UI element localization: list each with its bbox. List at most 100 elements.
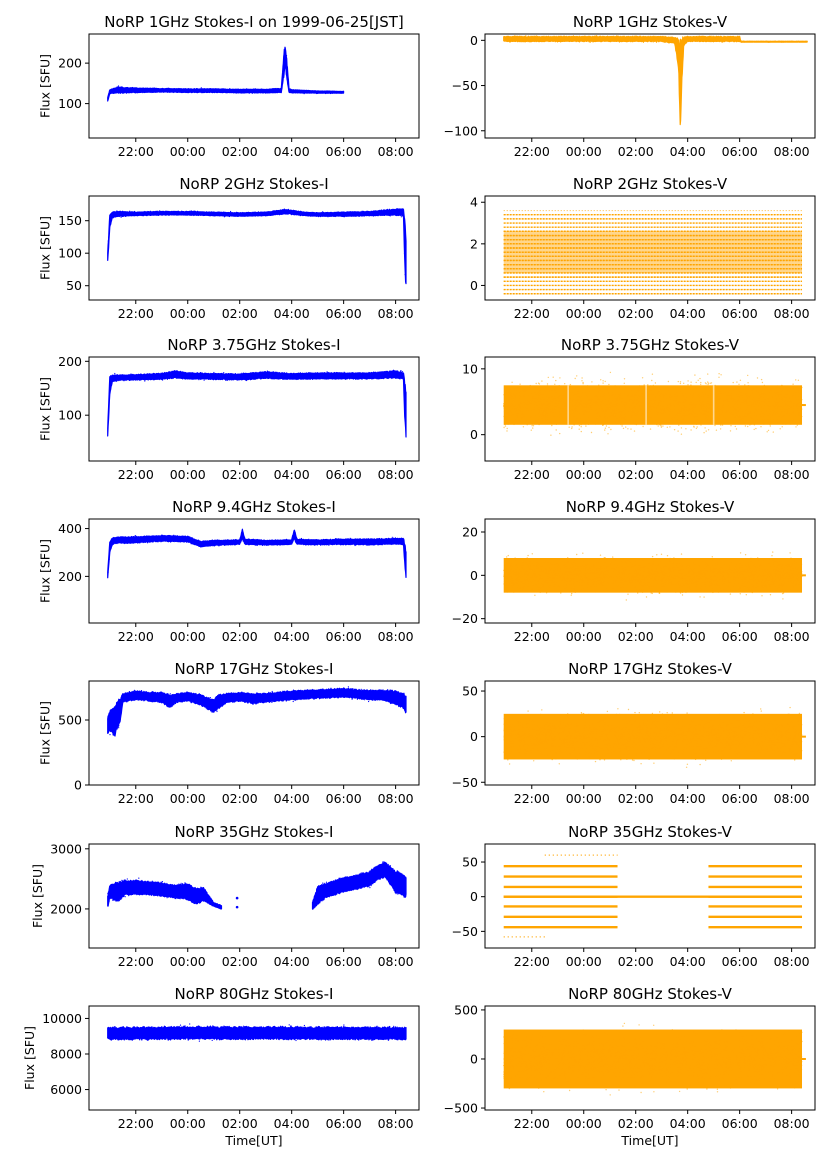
data-point (562, 573, 565, 575)
data-point (613, 415, 616, 417)
data-point (268, 214, 270, 216)
data-point (656, 416, 658, 419)
data-point (618, 414, 620, 416)
data-point (682, 419, 685, 421)
data-point (581, 380, 583, 382)
data-point (576, 562, 578, 564)
data-point (629, 576, 631, 578)
data-point (539, 389, 541, 392)
data-point (585, 564, 587, 567)
data-point (600, 413, 602, 415)
data-point (570, 410, 573, 412)
data-point (607, 564, 609, 567)
data-point (631, 401, 634, 403)
data-point (753, 414, 756, 416)
data-point (548, 406, 550, 409)
data-point (503, 413, 506, 415)
data-point (782, 564, 785, 566)
data-point (248, 92, 250, 94)
data-point (562, 559, 565, 562)
data-point (604, 586, 607, 588)
data-point (632, 388, 634, 390)
data-point (642, 420, 644, 422)
data-point (708, 392, 711, 394)
data-point (628, 406, 631, 408)
data-point (190, 210, 192, 212)
data-point (705, 566, 707, 568)
data-point (348, 540, 350, 542)
data-point (558, 589, 560, 591)
x-tick-label: 02:00 (618, 467, 654, 482)
data-point (658, 423, 661, 425)
data-point (801, 408, 803, 410)
data-point (738, 389, 741, 391)
data-point (715, 410, 717, 412)
data-point (170, 372, 172, 374)
data-point (661, 412, 663, 414)
y-axis-label: Flux [SFU] (38, 377, 53, 441)
data-point (619, 576, 621, 578)
data-point (571, 564, 574, 566)
data-point (726, 408, 728, 411)
data-point (608, 408, 610, 410)
data-point (139, 91, 141, 93)
x-tick-label: 22:00 (514, 467, 550, 482)
data-point (717, 408, 719, 411)
data-point (523, 405, 525, 407)
data-point (656, 554, 658, 556)
data-point (260, 372, 262, 374)
data-point (635, 36, 637, 38)
data-point (577, 401, 579, 403)
data-point (739, 395, 741, 398)
data-point (722, 404, 724, 406)
data-point (761, 406, 763, 408)
data-point (562, 408, 564, 410)
data-point (793, 417, 795, 419)
data-point (718, 376, 720, 378)
data-point (694, 387, 697, 390)
data-point (735, 411, 737, 414)
data-point (575, 419, 577, 422)
data-point (794, 422, 797, 424)
data-point (546, 385, 549, 387)
data-point (750, 564, 752, 567)
data-point (545, 575, 547, 577)
data-point (719, 414, 721, 416)
data-point (517, 404, 519, 406)
data-point (543, 571, 546, 573)
plot-area (503, 209, 803, 295)
data-point (721, 41, 723, 43)
data-point (670, 571, 672, 573)
data-point (750, 584, 753, 586)
data-point (778, 404, 780, 406)
data-point (557, 407, 560, 409)
data-point (615, 386, 618, 388)
data-point (542, 420, 545, 423)
data-point (661, 393, 664, 396)
data-point (517, 407, 519, 409)
data-point (675, 576, 678, 578)
x-tick-label: 22:00 (118, 629, 154, 644)
data-point (736, 388, 739, 390)
data-point (566, 561, 569, 563)
data-point (558, 396, 560, 398)
data-point (666, 40, 668, 42)
data-point (643, 567, 645, 569)
data-point (516, 582, 518, 585)
data-point (599, 554, 602, 556)
data-point (345, 538, 347, 540)
data-point (690, 413, 692, 415)
data-point (754, 404, 756, 406)
data-point (792, 567, 794, 569)
data-point (695, 565, 697, 567)
data-point (556, 402, 558, 405)
data-point (789, 586, 791, 588)
data-point (700, 381, 702, 384)
data-point (772, 412, 774, 414)
data-point (722, 416, 725, 419)
data-point (782, 400, 784, 402)
data-point (518, 420, 520, 422)
data-point (589, 399, 591, 401)
x-tick-label: 00:00 (170, 144, 206, 159)
data-point (636, 391, 638, 394)
